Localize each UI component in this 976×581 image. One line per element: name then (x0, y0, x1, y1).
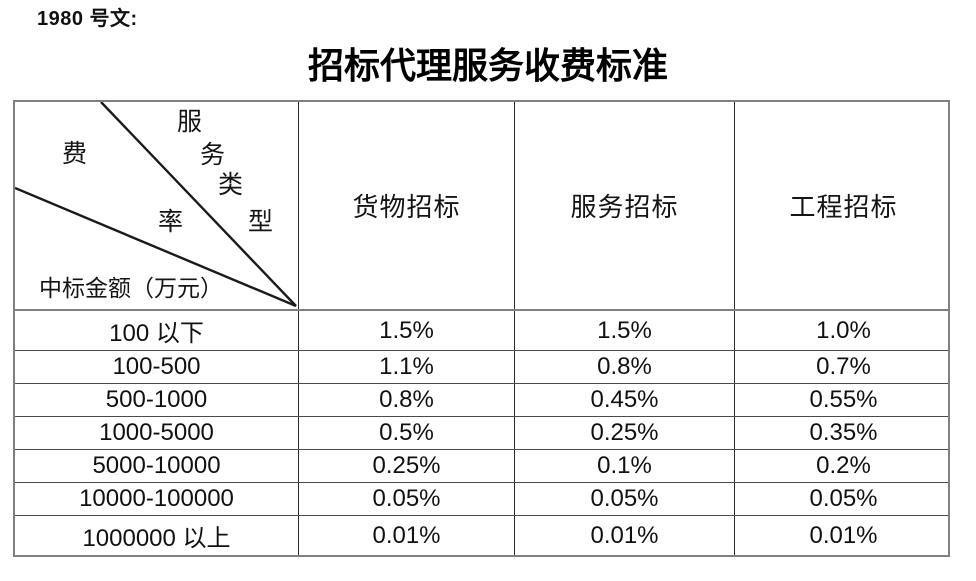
fee-value: 0.2% (816, 452, 871, 479)
fee-value: 0.8% (515, 351, 735, 383)
fee-value: 0.05% (515, 483, 735, 515)
row-range-label: 5000-10000 (15, 450, 299, 482)
corner-service-type-char-4: 型 (248, 209, 274, 236)
fee-value: 0.8% (299, 384, 515, 416)
row-range-label: 10000-100000 (15, 483, 299, 515)
fee-value: 0.1% (515, 450, 735, 482)
corner-service-type-char-3: 类 (218, 172, 244, 199)
fee-value: 0.7% (816, 353, 871, 380)
table-row-5: 5000-10000 0.25% 0.1% 0.2% (15, 450, 948, 483)
fee-value: 0.55% (809, 386, 878, 413)
fee-value: 0.45% (515, 384, 735, 416)
table-row-3: 500-1000 0.8% 0.45% 0.55% (15, 384, 948, 417)
doc-number: 1980 号文: (37, 8, 138, 30)
row-range-label: 1000000 以上 (15, 516, 299, 555)
fee-value: 1.5% (299, 311, 515, 350)
fee-value: 1.0% (816, 316, 871, 344)
fee-value: 0.01% (515, 516, 735, 555)
fee-value: 0.01% (809, 521, 878, 549)
column-header-works-bidding: 工程招标 (789, 193, 898, 222)
column-header-service-bidding: 服务招标 (515, 102, 735, 309)
fee-value: 0.05% (809, 485, 878, 512)
table-header-row: 服 务 类 型 费 率 中标金额（万元） 货物招标 服务招标 工程招标 (15, 102, 948, 311)
fee-value: 1.5% (515, 311, 735, 350)
column-header-goods-bidding: 货物招标 (299, 102, 515, 309)
fee-value: 0.25% (515, 417, 735, 449)
row-range-label: 500-1000 (15, 384, 299, 416)
row-range-label: 100-500 (15, 351, 299, 383)
diagonal-divider-lines (15, 102, 297, 307)
corner-service-type-char-2: 务 (200, 142, 226, 169)
table-row-7: 1000000 以上 0.01% 0.01% 0.01% (15, 516, 948, 555)
fee-value: 0.05% (299, 483, 515, 515)
fee-table: 服 务 类 型 费 率 中标金额（万元） 货物招标 服务招标 工程招标 100 … (13, 100, 950, 557)
fee-value: 0.01% (299, 516, 515, 555)
table-row-6: 10000-100000 0.05% 0.05% 0.05% (15, 483, 948, 516)
corner-rate-char-1: 费 (62, 141, 88, 168)
corner-rate-char-2: 率 (158, 209, 184, 236)
row-range-label: 100 以下 (15, 311, 299, 350)
row-range-label: 1000-5000 (15, 417, 299, 449)
table-row-2: 100-500 1.1% 0.8% 0.7% (15, 351, 948, 384)
page-title: 招标代理服务收费标准 (307, 46, 668, 86)
fee-value: 0.25% (299, 450, 515, 482)
table-row-1: 100 以下 1.5% 1.5% 1.0% (15, 311, 948, 351)
table-corner-cell: 服 务 类 型 费 率 中标金额（万元） (15, 102, 299, 309)
fee-value: 0.35% (809, 419, 878, 446)
table-row-4: 1000-5000 0.5% 0.25% 0.35% (15, 417, 948, 450)
corner-label-amount: 中标金额（万元） (39, 276, 223, 301)
fee-value: 1.1% (299, 351, 515, 383)
corner-service-type-char-1: 服 (177, 109, 203, 136)
fee-value: 0.5% (299, 417, 515, 449)
